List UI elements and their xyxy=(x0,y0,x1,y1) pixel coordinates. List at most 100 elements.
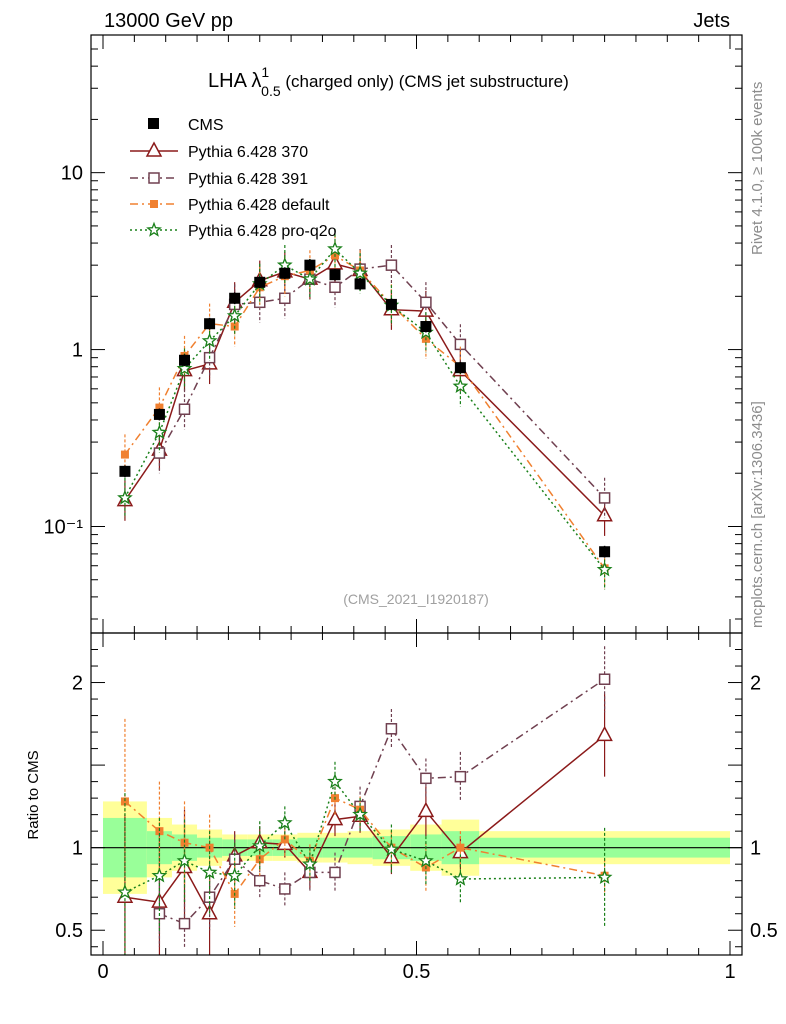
rivet-note: Rivet 4.1.0, ≥ 100k events xyxy=(749,82,766,255)
ratio-point xyxy=(279,883,291,895)
legend-label-391: Pythia 6.428 391 xyxy=(188,171,308,188)
analysis-id: (CMS_2021_I1920187) xyxy=(343,591,489,607)
ratio-point xyxy=(327,773,343,789)
ratio-panel xyxy=(91,646,742,955)
ratio-ylabel: Ratio to CMS xyxy=(25,750,42,839)
legend-label-cms: CMS xyxy=(188,117,224,134)
cms-point xyxy=(354,278,366,290)
data-point xyxy=(596,561,613,577)
ratio-y-tick-label-right: 2 xyxy=(750,673,761,695)
title-sub: 0.5 xyxy=(261,83,281,99)
data-point xyxy=(226,307,243,323)
data-point xyxy=(452,378,469,394)
legend-marker-proq2o xyxy=(146,221,162,237)
ratio-line xyxy=(159,678,606,925)
ratio-point xyxy=(598,673,611,685)
ratio-y-tick-label-right: 1 xyxy=(750,838,761,860)
data-point xyxy=(120,450,129,459)
data-point xyxy=(420,296,432,309)
ratio-line xyxy=(124,797,605,896)
mcplots-note: mcplots.cern.ch [arXiv:1306.3436] xyxy=(749,401,766,628)
cms-point xyxy=(229,292,241,304)
cms-point xyxy=(204,318,216,330)
ratio-point xyxy=(151,867,168,883)
ratio-y-tick-label-right: 0.5 xyxy=(750,920,778,942)
data-point xyxy=(176,360,193,376)
ratio-point xyxy=(383,840,400,857)
data-point xyxy=(329,281,341,294)
ratio-point xyxy=(178,917,191,930)
ratio-point xyxy=(254,874,266,887)
series-line xyxy=(124,254,606,569)
title-suffix: (charged only) (CMS jet substructure) xyxy=(281,72,569,91)
data-point xyxy=(352,265,369,280)
ratio-frame xyxy=(90,632,743,956)
ratio-point xyxy=(326,810,344,826)
ratio-point xyxy=(301,855,318,871)
data-point xyxy=(155,403,164,412)
cms-point xyxy=(304,259,316,271)
ratio-point xyxy=(596,869,613,885)
ratio-point xyxy=(417,801,435,818)
ratio-point xyxy=(417,852,434,868)
process-label: Jets xyxy=(693,10,730,32)
ratio-point xyxy=(329,866,341,879)
main-series-1 xyxy=(153,245,611,519)
cms-point xyxy=(279,267,291,279)
ratio-point xyxy=(280,835,289,844)
x-tick-label: 1 xyxy=(724,961,735,983)
plot-title: LHA λ1 0.5 (charged only) (CMS jet substr… xyxy=(208,64,569,99)
main-y-tick-label: 10⁻¹ xyxy=(44,516,84,538)
legend-marker-default xyxy=(150,200,158,208)
ratio-y-tick-label: 1 xyxy=(72,838,83,860)
legend-label-proq2o: Pythia 6.428 pro-q2o xyxy=(188,223,337,240)
cms-data xyxy=(119,259,611,558)
cms-point xyxy=(254,276,266,288)
ratio-point xyxy=(352,806,369,822)
cms-point xyxy=(329,269,341,281)
cms-point xyxy=(385,298,397,310)
ratio-point xyxy=(120,797,129,806)
data-point xyxy=(178,403,191,415)
data-point xyxy=(301,270,318,286)
data-point xyxy=(279,292,291,305)
ratio-point xyxy=(420,772,432,785)
data-point xyxy=(117,489,133,505)
main-y-tick-label: 10 xyxy=(61,163,83,185)
ratio-line xyxy=(124,734,606,916)
legend: CMS Pythia 6.428 370 Pythia 6.428 391 Py… xyxy=(130,117,337,240)
data-point xyxy=(201,332,218,348)
legend-label-default: Pythia 6.428 default xyxy=(188,197,330,214)
ratio-series-1 xyxy=(153,646,611,949)
series-line xyxy=(124,248,606,571)
data-point xyxy=(385,259,398,271)
cms-point xyxy=(454,362,466,374)
data-point xyxy=(598,492,611,504)
ratio-point xyxy=(155,827,164,836)
ratio-point xyxy=(385,723,398,735)
ratio-point xyxy=(452,870,469,886)
x-tick-label: 0.5 xyxy=(403,961,431,983)
ratio-y-tick-label: 0.5 xyxy=(55,920,83,942)
ratio-point xyxy=(456,843,465,852)
ratio-point xyxy=(226,867,243,883)
ratio-point xyxy=(454,770,467,783)
x-tick-label: 0 xyxy=(97,961,108,983)
title-prefix: LHA λ xyxy=(208,70,261,92)
axes: 10⁻¹ 1 10 0.5 0.5 1 1 2 2 0 0.5 1 xyxy=(44,34,778,983)
legend-marker-370 xyxy=(145,141,163,157)
title-sup: 1 xyxy=(261,64,269,80)
cms-point xyxy=(179,354,191,366)
cms-point xyxy=(153,408,165,420)
ratio-point xyxy=(176,852,193,868)
ratio-point xyxy=(276,814,293,830)
series-line xyxy=(158,264,606,499)
data-point xyxy=(151,424,168,440)
cms-point xyxy=(599,546,611,558)
cms-point xyxy=(119,465,131,477)
legend-label-370: Pythia 6.428 370 xyxy=(188,144,308,161)
legend-marker-cms xyxy=(148,118,159,129)
main-y-tick-label: 1 xyxy=(72,340,83,362)
main-panel xyxy=(116,228,613,590)
ratio-point xyxy=(596,725,613,742)
